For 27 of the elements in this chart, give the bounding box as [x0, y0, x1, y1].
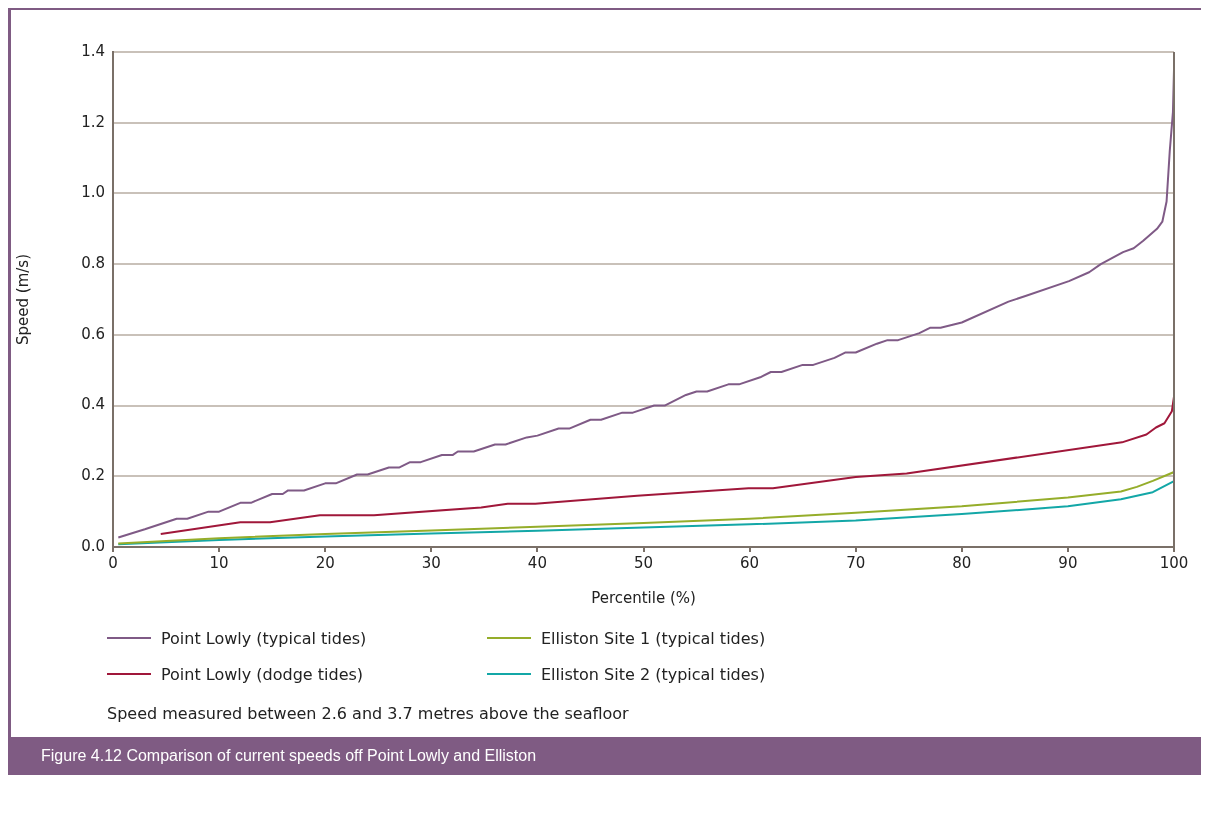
x-tick-label: 80 — [952, 553, 972, 572]
x-axis-title: Percentile (%) — [591, 588, 696, 607]
text: Figure 4.12 Comparison of current speeds off Point Lowly and Elliston — [11, 737, 1201, 775]
y-tick-label: 1.2 — [81, 112, 105, 131]
x-tick-label: 30 — [421, 553, 441, 572]
x-tick-label: 60 — [740, 553, 760, 572]
x-tick-label: 90 — [1058, 553, 1078, 572]
legend-label: Point Lowly (dodge tides) — [161, 664, 364, 684]
legend-label: Elliston Site 2 (typical tides) — [541, 664, 766, 684]
x-tick-label: 10 — [209, 553, 229, 572]
y-tick-label: 0.6 — [81, 324, 105, 343]
legend-label: Point Lowly (typical tides) — [161, 628, 367, 648]
legend-label: Elliston Site 1 (typical tides) — [541, 628, 766, 648]
x-tick-label: 100 — [1159, 553, 1189, 572]
x-tick-label: 20 — [315, 553, 335, 572]
y-tick-label: 0.0 — [81, 536, 105, 555]
text: Speed measured between 2.6 and 3.7 metres above the seafloor — [106, 704, 630, 723]
y-tick-label: 1.0 — [81, 183, 105, 202]
y-tick-label: 0.8 — [81, 254, 105, 273]
y-axis-title: Speed (m/s) — [13, 254, 32, 345]
y-tick-label: 1.4 — [81, 41, 105, 60]
x-tick-label: 50 — [633, 553, 654, 572]
x-tick-label: 40 — [527, 553, 547, 572]
x-tick-label: 0 — [108, 553, 118, 572]
y-tick-label: 0.2 — [81, 466, 105, 485]
x-tick-label: 70 — [846, 553, 866, 572]
y-tick-label: 0.4 — [81, 395, 105, 414]
